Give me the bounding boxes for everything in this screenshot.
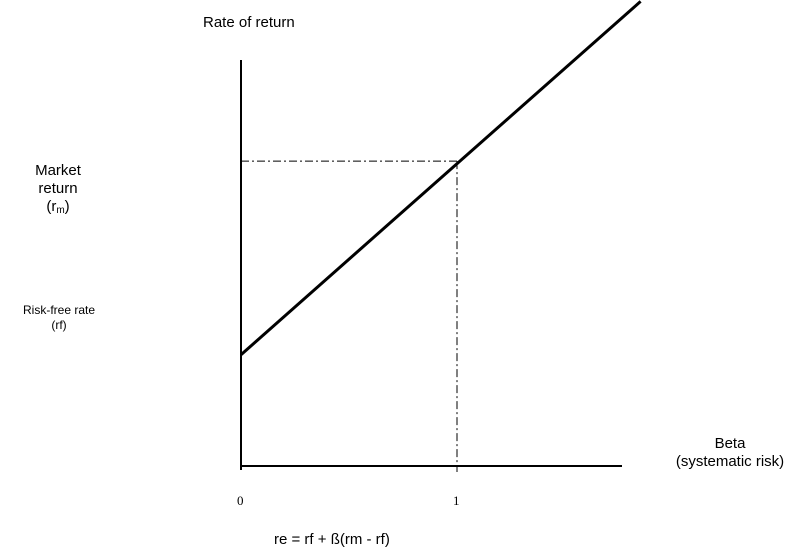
market-return-line2: return [38, 180, 78, 197]
market-return-label: Market return (rm) [18, 162, 98, 220]
x-axis-title-line2: (systematic risk) [675, 453, 785, 470]
capm-formula: re = rf + ß(rm - rf) [274, 531, 390, 548]
security-market-line [240, 0, 642, 356]
tick-label-one: 1 [453, 493, 460, 508]
risk-free-line1: Risk-free rate [22, 303, 96, 317]
risk-free-line2: (rf) [51, 318, 67, 332]
x-axis-title-line1: Beta [714, 435, 746, 452]
market-return-symbol: (rm) [46, 198, 70, 216]
y-axis-title: Rate of return [203, 14, 295, 31]
market-return-line1: Market [35, 162, 81, 179]
tick-label-zero: 0 [237, 493, 244, 508]
x-axis-title: Beta (systematic risk) [668, 435, 792, 471]
risk-free-rate-label: Risk-free rate (rf) [4, 303, 114, 333]
